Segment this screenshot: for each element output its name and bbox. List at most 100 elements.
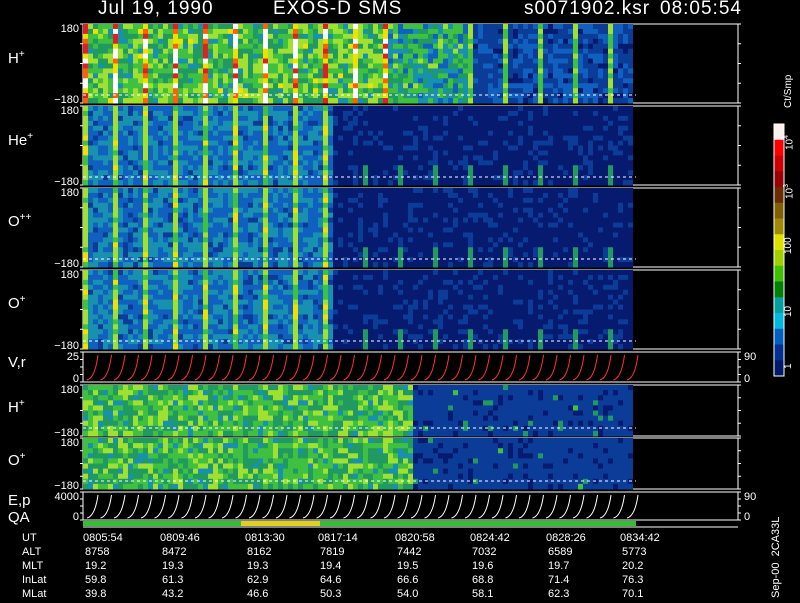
table-cell: 66.6 xyxy=(397,574,418,586)
qa-segment-3 xyxy=(399,521,636,526)
table-cell: 43.2 xyxy=(162,588,183,600)
table-cell: 8162 xyxy=(247,546,271,558)
table-cell: 19.3 xyxy=(162,560,183,572)
table-row-label: MLT xyxy=(22,560,43,572)
table-cell: 54.0 xyxy=(397,588,418,600)
spectrogram-o3 xyxy=(83,438,633,490)
spectrogram-o1 xyxy=(83,270,633,350)
colorbar-cell-13 xyxy=(774,329,784,345)
table-cell: 8758 xyxy=(85,546,109,558)
colorbar-label-1e4: 104 xyxy=(783,135,795,150)
table-row-label: MLat xyxy=(22,588,46,600)
colorbar-cell-5 xyxy=(774,203,784,219)
spectrogram-o2 xyxy=(83,188,633,268)
table-cell: 62.3 xyxy=(548,588,569,600)
table-cell: 64.6 xyxy=(320,574,341,586)
table-row-label: UT xyxy=(22,532,37,544)
table-cell: 7032 xyxy=(472,546,496,558)
table-cell: 46.6 xyxy=(247,588,268,600)
ymax-label-o1: 180 xyxy=(61,269,79,281)
panel-frame-ep xyxy=(83,492,738,520)
ymax-label-h2: 180 xyxy=(61,384,79,396)
table-cell: 71.4 xyxy=(548,574,569,586)
ymax-label-h1: 180 xyxy=(61,23,79,35)
table-cell: 0820:58 xyxy=(395,532,435,544)
table-row-label: InLat xyxy=(22,574,46,586)
table-cell: 76.3 xyxy=(622,574,643,586)
curves-ep xyxy=(87,495,638,518)
table-cell: 61.3 xyxy=(162,574,183,586)
table-row: UT 0805:54 0809:46 0813:30 0817:14 0820:58 082… xyxy=(0,532,760,547)
table-cell: 19.2 xyxy=(85,560,106,572)
ymin-label-ep: 0 xyxy=(73,511,79,523)
qa-segment-1 xyxy=(241,521,320,526)
rmin-label-v: 0 xyxy=(744,373,750,385)
table-cell: 62.9 xyxy=(247,574,268,586)
table-cell: 19.7 xyxy=(548,560,569,572)
table-cell: 0834:42 xyxy=(620,532,660,544)
spectrogram-h2 xyxy=(83,385,633,437)
table-row-label: ALT xyxy=(22,546,41,558)
table-cell: 7819 xyxy=(320,546,344,558)
colorbar-label-1: 1 xyxy=(783,363,794,369)
curves-v xyxy=(87,355,638,380)
panel-label-o-plus-plus: O++ xyxy=(8,212,31,230)
ymax-label-he: 180 xyxy=(61,105,79,117)
table-cell: 19.3 xyxy=(247,560,268,572)
panel-label-vr: V,r xyxy=(8,354,26,371)
panel-frame-v xyxy=(83,352,738,382)
rmax-label-ep: 90 xyxy=(744,491,756,503)
qa-segment-0 xyxy=(83,521,241,526)
colorbar-cell-2 xyxy=(774,156,784,172)
table-cell: 0805:54 xyxy=(83,532,123,544)
ymax-label-o3: 180 xyxy=(61,437,79,449)
table-cell: 50.3 xyxy=(320,588,341,600)
panel-label-o-lower: O+ xyxy=(8,451,26,469)
table-row: InLat 59.8 61.3 62.9 64.6 66.6 68.8 71.4 76.3 xyxy=(0,574,760,589)
colorbar-cell-14 xyxy=(774,345,784,361)
colorbar-cell-9 xyxy=(774,266,784,282)
table-cell: 59.8 xyxy=(85,574,106,586)
table-row: MLT 19.2 19.3 19.3 19.4 19.5 19.6 19.7 20.2 xyxy=(0,560,760,575)
table-cell: 19.6 xyxy=(472,560,493,572)
table-cell: 19.4 xyxy=(320,560,341,572)
table-cell: 0817:14 xyxy=(318,532,358,544)
table-cell: 68.8 xyxy=(472,574,493,586)
colorbar-label-1e3: 103 xyxy=(783,184,795,199)
table-cell: 5773 xyxy=(622,546,646,558)
table-cell: 39.8 xyxy=(85,588,106,600)
colorbar-cell-6 xyxy=(774,219,784,235)
table-cell: 6589 xyxy=(548,546,572,558)
table-row: MLat 39.8 43.2 46.6 50.3 54.0 58.1 62.3 70.1 xyxy=(0,588,760,603)
panel-label-o-plus: O+ xyxy=(8,294,26,312)
table-cell: 8472 xyxy=(162,546,186,558)
panel-label-h: H+ xyxy=(8,49,25,67)
table-cell: 19.5 xyxy=(397,560,418,572)
table-cell: 20.2 xyxy=(622,560,643,572)
ymax-label-ep: 4000 xyxy=(55,491,79,503)
dataset-id: Sep-00 2CA33L xyxy=(770,517,782,598)
rmax-label-v: 90 xyxy=(744,351,756,363)
table-cell: 0809:46 xyxy=(160,532,200,544)
spectrogram-he xyxy=(83,106,633,186)
rmin-label-ep: 0 xyxy=(744,511,750,523)
colorbar-unit: Ct/Smp xyxy=(783,75,794,108)
table-cell: 0824:42 xyxy=(470,532,510,544)
qa-segment-2 xyxy=(320,521,399,526)
panel-label-ep: E,p xyxy=(8,492,31,509)
colorbar-cell-10 xyxy=(774,282,784,298)
ymax-label-o2: 180 xyxy=(61,187,79,199)
panel-label-qa: QA xyxy=(8,509,30,526)
panel-label-he: He+ xyxy=(8,131,33,149)
colorbar-label-100: 100 xyxy=(783,237,794,254)
table-cell: 0813:30 xyxy=(245,532,285,544)
colorbar-label-10: 10 xyxy=(783,306,794,317)
ymax-label-v: 25 xyxy=(67,351,79,363)
spectrogram-h1 xyxy=(83,24,633,104)
table-cell: 58.1 xyxy=(472,588,493,600)
panel-label-h-lower: H+ xyxy=(8,398,25,416)
table-cell: 70.1 xyxy=(622,588,643,600)
table-cell: 0828:26 xyxy=(546,532,586,544)
